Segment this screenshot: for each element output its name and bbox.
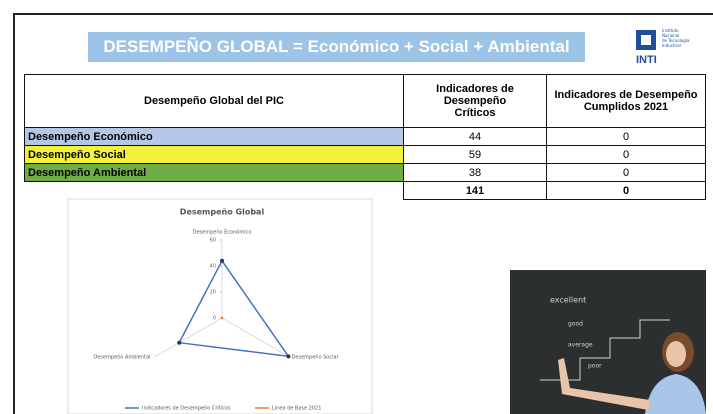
series-marker (286, 354, 290, 358)
chalk-label: average (568, 342, 593, 349)
tick-label: 60 (210, 238, 216, 244)
series-marker (177, 341, 181, 345)
series-marker (220, 259, 224, 263)
chart-title: Desempeño Global (180, 208, 265, 217)
tick-label: 40 (210, 264, 216, 270)
tick-label: 0 (213, 316, 216, 322)
legend-label: Línea de Base 2021 (272, 405, 321, 412)
person-face (666, 341, 686, 367)
slide: DESEMPEÑO GLOBAL = Económico + Social + … (0, 0, 713, 414)
category-label: Desempeño Social (292, 355, 338, 361)
photo: excellent good average poor (510, 270, 706, 414)
category-label: Desempeño Ambiental (93, 355, 150, 361)
category-label: Desempeño Económico (193, 229, 252, 236)
tick-label: 20 (210, 290, 216, 296)
chalk-label: excellent (550, 296, 586, 305)
legend-label: Indicadores de Desempeño Críticos (142, 405, 231, 412)
series-marker (221, 317, 223, 319)
chalk-label: poor (588, 363, 602, 370)
chalk-label: good (568, 321, 583, 328)
